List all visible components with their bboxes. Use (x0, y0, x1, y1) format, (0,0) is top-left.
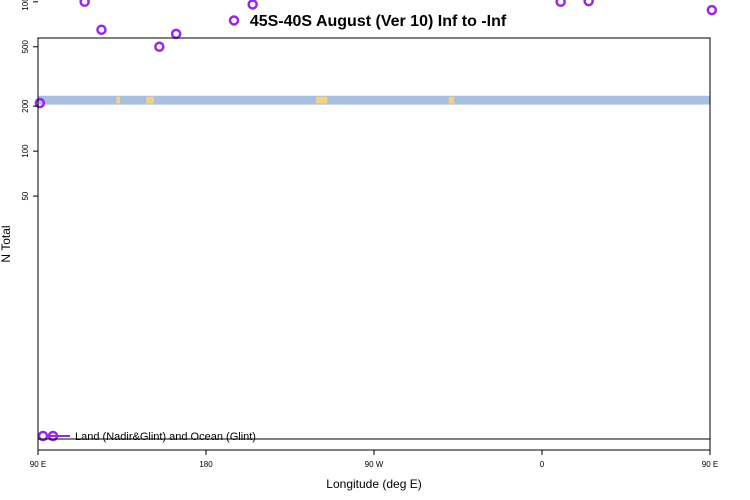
y-tick-label: 200 (21, 99, 30, 113)
land-patch (116, 96, 121, 104)
land-ocean-mask (38, 95, 710, 105)
x-tick-label: 180 (199, 460, 213, 469)
data-point (34, 97, 46, 109)
x-axis-label: Longitude (deg E) (326, 477, 421, 491)
legend: Land (Nadir&Glint) and Ocean (Glint) (37, 430, 256, 443)
x-tick-label: 90 E (30, 460, 46, 469)
data-point (555, 0, 566, 8)
x-tick-label: 0 (540, 460, 545, 469)
ocean-band (38, 95, 710, 105)
legend-label: Land (Nadir&Glint) and Ocean (Glint) (75, 431, 256, 443)
chart-title: 45S-40S August (Ver 10) Inf to -Inf (250, 13, 507, 30)
legend-marker (37, 430, 49, 442)
land-patch (146, 96, 154, 104)
y-tick-label: 50 (21, 191, 30, 200)
data-point (79, 0, 90, 8)
x-tick-label: 90 W (365, 460, 384, 469)
y-axis: 501002005001000200050001000020000 (21, 0, 38, 201)
land-patch (316, 96, 328, 104)
data-point (96, 24, 107, 35)
data-point (583, 0, 594, 7)
data-points (34, 0, 718, 109)
x-tick-label: 90 E (702, 460, 718, 469)
data-point (247, 0, 258, 10)
y-tick-label: 500 (21, 40, 30, 54)
y-tick-label: 1000 (21, 0, 30, 11)
land-patch (448, 96, 455, 104)
y-axis-label: N Total (0, 225, 13, 262)
data-point (706, 4, 718, 16)
data-point (228, 15, 240, 26)
legend-marker (47, 430, 59, 442)
data-point (154, 41, 165, 53)
y-tick-label: 100 (21, 144, 30, 158)
